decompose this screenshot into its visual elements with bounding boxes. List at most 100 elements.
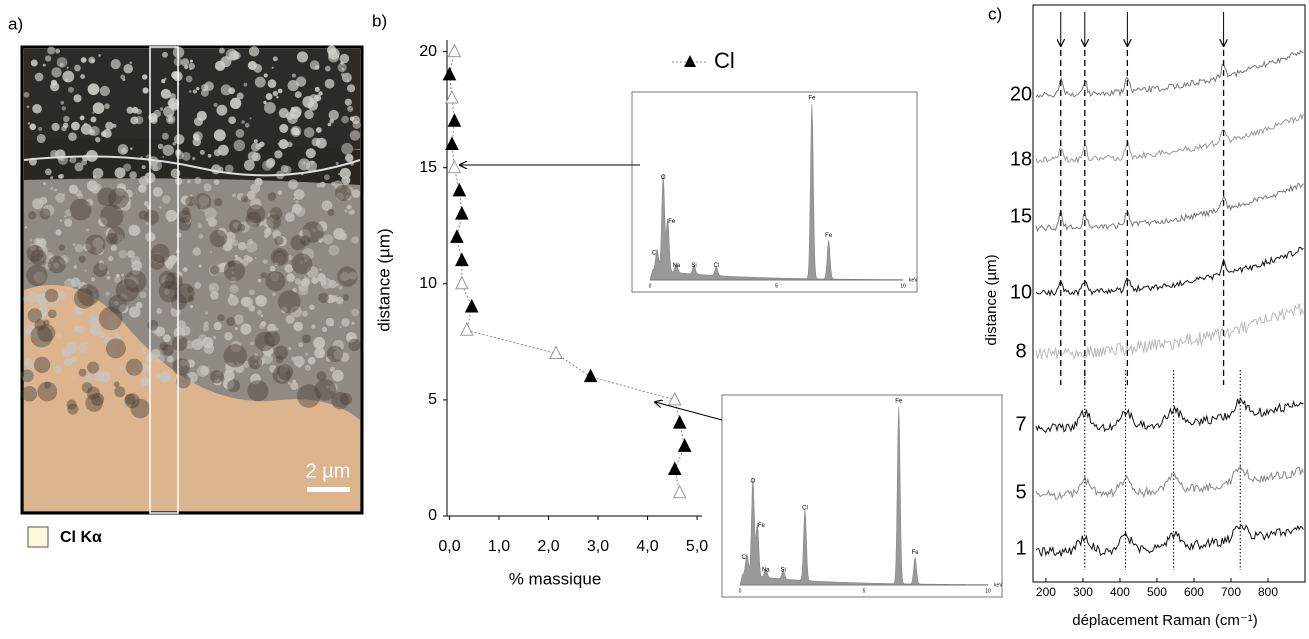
- texture: [47, 383, 57, 393]
- texture: [27, 291, 40, 304]
- texture: [107, 226, 125, 244]
- texture: [61, 125, 67, 132]
- texture: [231, 271, 234, 275]
- texture: [182, 206, 191, 216]
- analysis-zone: [149, 46, 179, 514]
- texture: [315, 137, 327, 149]
- texture: [115, 278, 139, 302]
- texture: [248, 305, 256, 312]
- texture: [291, 73, 297, 78]
- eds-spectrum: [739, 406, 989, 586]
- texture: [150, 348, 161, 359]
- texture: [117, 144, 129, 155]
- texture: [49, 299, 57, 308]
- texture: [36, 134, 46, 144]
- texture: [250, 341, 254, 346]
- peak-label: Si: [780, 568, 785, 574]
- texture: [244, 122, 250, 128]
- data-point: [455, 252, 469, 267]
- texture: [132, 267, 141, 276]
- texture: [314, 65, 320, 70]
- inset-box: [631, 91, 918, 293]
- texture: [294, 206, 306, 217]
- texture: [78, 255, 86, 263]
- y-tick-label: 20: [419, 43, 437, 60]
- texture: [84, 269, 87, 272]
- texture: [98, 260, 104, 266]
- texture: [194, 281, 202, 289]
- data-point: [445, 89, 459, 104]
- data-point: [455, 206, 469, 220]
- texture: [80, 74, 85, 79]
- texture: [353, 337, 356, 340]
- texture: [258, 361, 264, 367]
- texture: [229, 97, 242, 109]
- texture: [84, 375, 93, 384]
- texture: [114, 386, 126, 398]
- texture: [351, 308, 360, 317]
- texture: [151, 252, 163, 263]
- texture: [259, 141, 265, 148]
- texture: [113, 333, 122, 342]
- data-point: [672, 484, 687, 499]
- texture: [189, 59, 193, 63]
- texture: [274, 150, 283, 159]
- texture: [291, 253, 313, 275]
- texture: [165, 209, 178, 222]
- texture: [324, 174, 330, 181]
- inset-tick-label: 0: [739, 588, 742, 594]
- texture: [341, 115, 349, 124]
- texture: [311, 277, 319, 285]
- texture: [287, 179, 299, 190]
- peak-label: Fe: [808, 96, 816, 102]
- texture: [198, 334, 208, 344]
- texture: [188, 62, 196, 70]
- texture: [192, 89, 197, 94]
- texture: [277, 372, 287, 382]
- texture: [196, 110, 207, 121]
- texture: [351, 189, 361, 199]
- texture: [108, 294, 128, 314]
- texture: [338, 286, 343, 290]
- data-point: [445, 136, 459, 150]
- texture: [126, 106, 134, 114]
- texture: [188, 90, 192, 93]
- peak-label: Fe: [895, 399, 903, 405]
- texture: [56, 333, 62, 339]
- texture: [286, 273, 296, 282]
- texture: [287, 79, 299, 92]
- texture: [190, 194, 193, 197]
- texture: [307, 356, 316, 365]
- texture: [351, 236, 359, 244]
- texture: [332, 339, 345, 352]
- legend-swatch: [27, 526, 49, 548]
- distance-label: 7: [1015, 413, 1026, 435]
- texture: [115, 185, 127, 197]
- texture: [234, 327, 238, 331]
- texture: [159, 371, 171, 383]
- texture: [284, 264, 294, 273]
- texture: [200, 365, 210, 376]
- texture: [80, 57, 87, 63]
- texture: [198, 264, 202, 268]
- texture: [171, 335, 188, 352]
- texture: [227, 294, 239, 306]
- texture: [290, 235, 306, 251]
- texture: [187, 295, 195, 303]
- texture: [285, 314, 295, 324]
- texture: [29, 243, 37, 251]
- texture: [33, 356, 51, 374]
- texture: [223, 260, 246, 282]
- texture: [37, 341, 47, 350]
- pointer-arrow: [655, 402, 723, 421]
- texture: [32, 198, 44, 210]
- texture: [30, 59, 38, 67]
- texture: [74, 64, 81, 72]
- texture: [234, 256, 242, 265]
- x-tick-label: 2,0: [537, 538, 559, 555]
- texture: [227, 260, 235, 268]
- distance-label: 5: [1015, 481, 1026, 503]
- panel-label: a): [8, 14, 23, 33]
- texture: [174, 283, 195, 304]
- texture: [63, 258, 67, 262]
